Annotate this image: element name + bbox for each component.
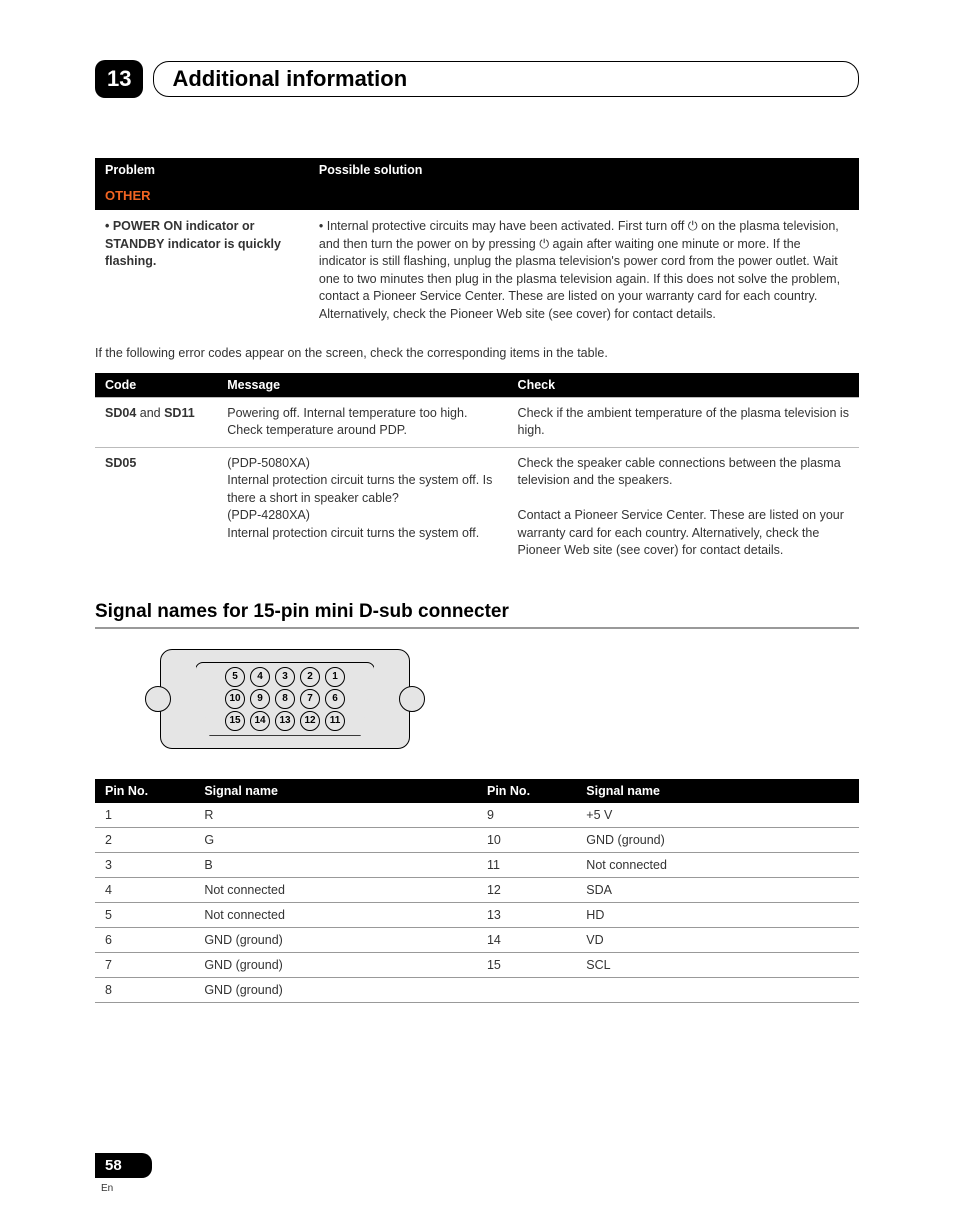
pin-cell: 10 [477, 827, 576, 852]
chapter-title: Additional information [172, 66, 407, 91]
page-lang: En [101, 1183, 113, 1194]
pin: 9 [250, 689, 270, 709]
pin-cell: 7 [95, 952, 194, 977]
pin-cell: 5 [95, 902, 194, 927]
connector-trap: 5 4 3 2 1 10 9 8 7 6 15 14 13 12 11 [195, 662, 375, 736]
pin-cell: 14 [477, 927, 576, 952]
error-code-table: Code Message Check SD04 and SD11 Powerin… [95, 373, 859, 567]
pin-cell: R [194, 803, 477, 828]
pin: 4 [250, 667, 270, 687]
pin-table: Pin No. Signal name Pin No. Signal name … [95, 779, 859, 1003]
pin: 12 [300, 711, 320, 731]
pin-cell: GND (ground) [194, 927, 477, 952]
problem-table: Problem Possible solution OTHER • POWER … [95, 158, 859, 331]
pin-cell: 4 [95, 877, 194, 902]
pin-cell: 9 [477, 803, 576, 828]
screw-hole-right [399, 686, 425, 712]
chapter-title-wrap: Additional information [153, 61, 859, 97]
pin-cell: Not connected [194, 877, 477, 902]
pin-row-1: 5 4 3 2 1 [225, 667, 345, 687]
pin-cell: 13 [477, 902, 576, 927]
pin-cell: Not connected [194, 902, 477, 927]
th-sig2: Signal name [576, 779, 859, 803]
pin-cell: VD [576, 927, 859, 952]
pin: 11 [325, 711, 345, 731]
chapter-number: 13 [95, 60, 143, 98]
pin: 5 [225, 667, 245, 687]
problem-cell: • POWER ON indicator or STANDBY indicato… [95, 210, 309, 331]
pin-cell: 6 [95, 927, 194, 952]
message-cell: (PDP-5080XA) Internal protection circuit… [217, 447, 507, 567]
th-sig1: Signal name [194, 779, 477, 803]
pin-cell: SDA [576, 877, 859, 902]
pin: 2 [300, 667, 320, 687]
pin-cell: SCL [576, 952, 859, 977]
pin: 8 [275, 689, 295, 709]
pin: 15 [225, 711, 245, 731]
solution-cell: • Internal protective circuits may have … [309, 210, 859, 331]
connector-diagram: 5 4 3 2 1 10 9 8 7 6 15 14 13 12 11 [160, 649, 410, 749]
th-pin1: Pin No. [95, 779, 194, 803]
pin-cell: 11 [477, 852, 576, 877]
check-cell: Check if the ambient temperature of the … [508, 397, 859, 447]
th-problem: Problem [95, 158, 309, 182]
th-code: Code [95, 373, 217, 398]
th-message: Message [217, 373, 507, 398]
chapter-header: 13 Additional information [95, 60, 859, 98]
pin: 3 [275, 667, 295, 687]
th-check: Check [508, 373, 859, 398]
pin-cell: HD [576, 902, 859, 927]
pin-cell: 1 [95, 803, 194, 828]
pin-cell [477, 977, 576, 1002]
code-a: SD04 [105, 406, 136, 420]
pin-cell: GND (ground) [576, 827, 859, 852]
pin-cell: Not connected [576, 852, 859, 877]
th-solution: Possible solution [309, 158, 859, 182]
th-pin2: Pin No. [477, 779, 576, 803]
page-number: 58 [95, 1153, 152, 1178]
pin: 14 [250, 711, 270, 731]
pin-cell [576, 977, 859, 1002]
page-footer: 58 En [0, 1153, 954, 1196]
pin: 6 [325, 689, 345, 709]
code-mid: and [136, 406, 164, 420]
pin: 13 [275, 711, 295, 731]
pin-cell: 12 [477, 877, 576, 902]
pin-cell: +5 V [576, 803, 859, 828]
pin-cell: B [194, 852, 477, 877]
pin: 10 [225, 689, 245, 709]
subhead-other: OTHER [95, 182, 859, 210]
message-cell: Powering off. Internal temperature too h… [217, 397, 507, 447]
code-cell: SD05 [95, 447, 217, 567]
section-rule [95, 627, 859, 629]
screw-hole-left [145, 686, 171, 712]
pin-cell: 3 [95, 852, 194, 877]
pin-cell: GND (ground) [194, 977, 477, 1002]
pin: 1 [325, 667, 345, 687]
pin: 7 [300, 689, 320, 709]
intro-text: If the following error codes appear on t… [95, 345, 859, 363]
pin-cell: G [194, 827, 477, 852]
code-cell: SD04 and SD11 [95, 397, 217, 447]
pin-cell: 2 [95, 827, 194, 852]
page-content: 13 Additional information Problem Possib… [0, 60, 954, 1003]
check-cell: Check the speaker cable connections betw… [508, 447, 859, 567]
pin-row-3: 15 14 13 12 11 [225, 711, 345, 731]
pin-cell: GND (ground) [194, 952, 477, 977]
pin-cell: 15 [477, 952, 576, 977]
section-title: Signal names for 15-pin mini D-sub conne… [95, 601, 859, 623]
code-b: SD11 [164, 406, 195, 420]
pin-cell: 8 [95, 977, 194, 1002]
pin-row-2: 10 9 8 7 6 [225, 689, 345, 709]
